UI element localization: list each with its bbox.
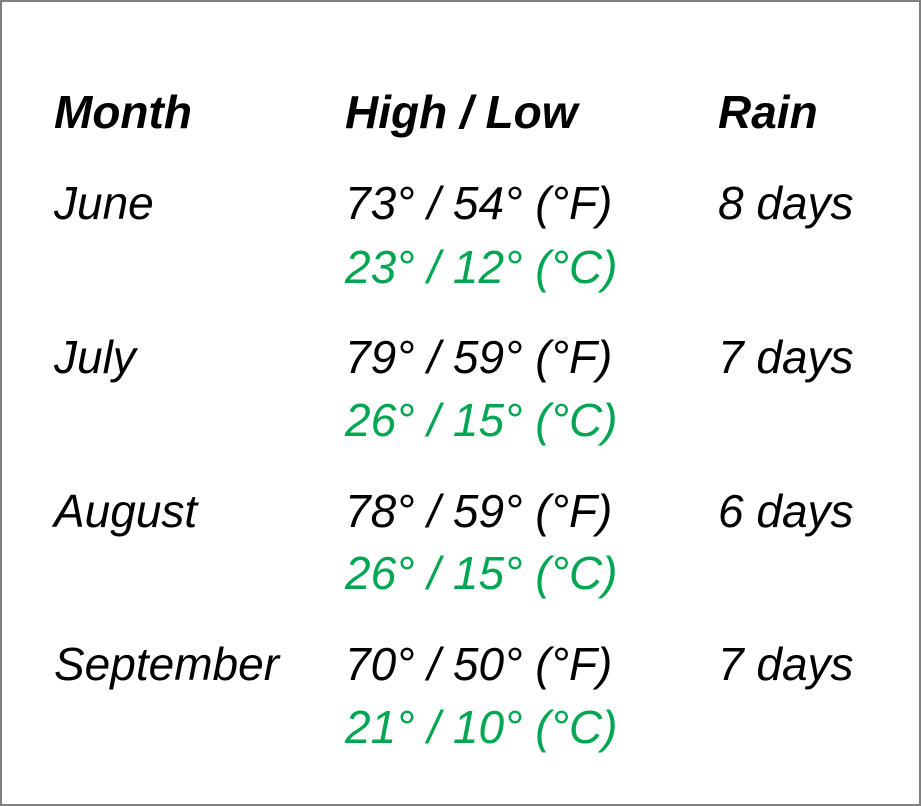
row-month: August	[54, 485, 198, 537]
row-fahrenheit: 79° / 59° (°F)	[345, 331, 613, 383]
row-fahrenheit: 70° / 50° (°F)	[345, 638, 613, 690]
header-high-low: High / Low	[345, 86, 578, 138]
row-celsius: 26° / 15° (°C)	[345, 394, 618, 446]
row-month: June	[54, 177, 154, 229]
row-celsius: 21° / 10° (°C)	[345, 701, 618, 753]
header-month: Month	[54, 86, 192, 138]
row-month: July	[54, 331, 136, 383]
row-celsius: 26° / 15° (°C)	[345, 547, 618, 599]
row-fahrenheit: 78° / 59° (°F)	[345, 485, 613, 537]
row-rain: 6 days	[718, 485, 854, 537]
row-rain: 7 days	[718, 331, 854, 383]
row-month: September	[54, 638, 280, 690]
row-celsius: 23° / 12° (°C)	[345, 241, 618, 293]
row-fahrenheit: 73° / 54° (°F)	[345, 177, 613, 229]
header-rain: Rain	[718, 86, 818, 138]
row-rain: 8 days	[718, 177, 854, 229]
row-rain: 7 days	[718, 638, 854, 690]
